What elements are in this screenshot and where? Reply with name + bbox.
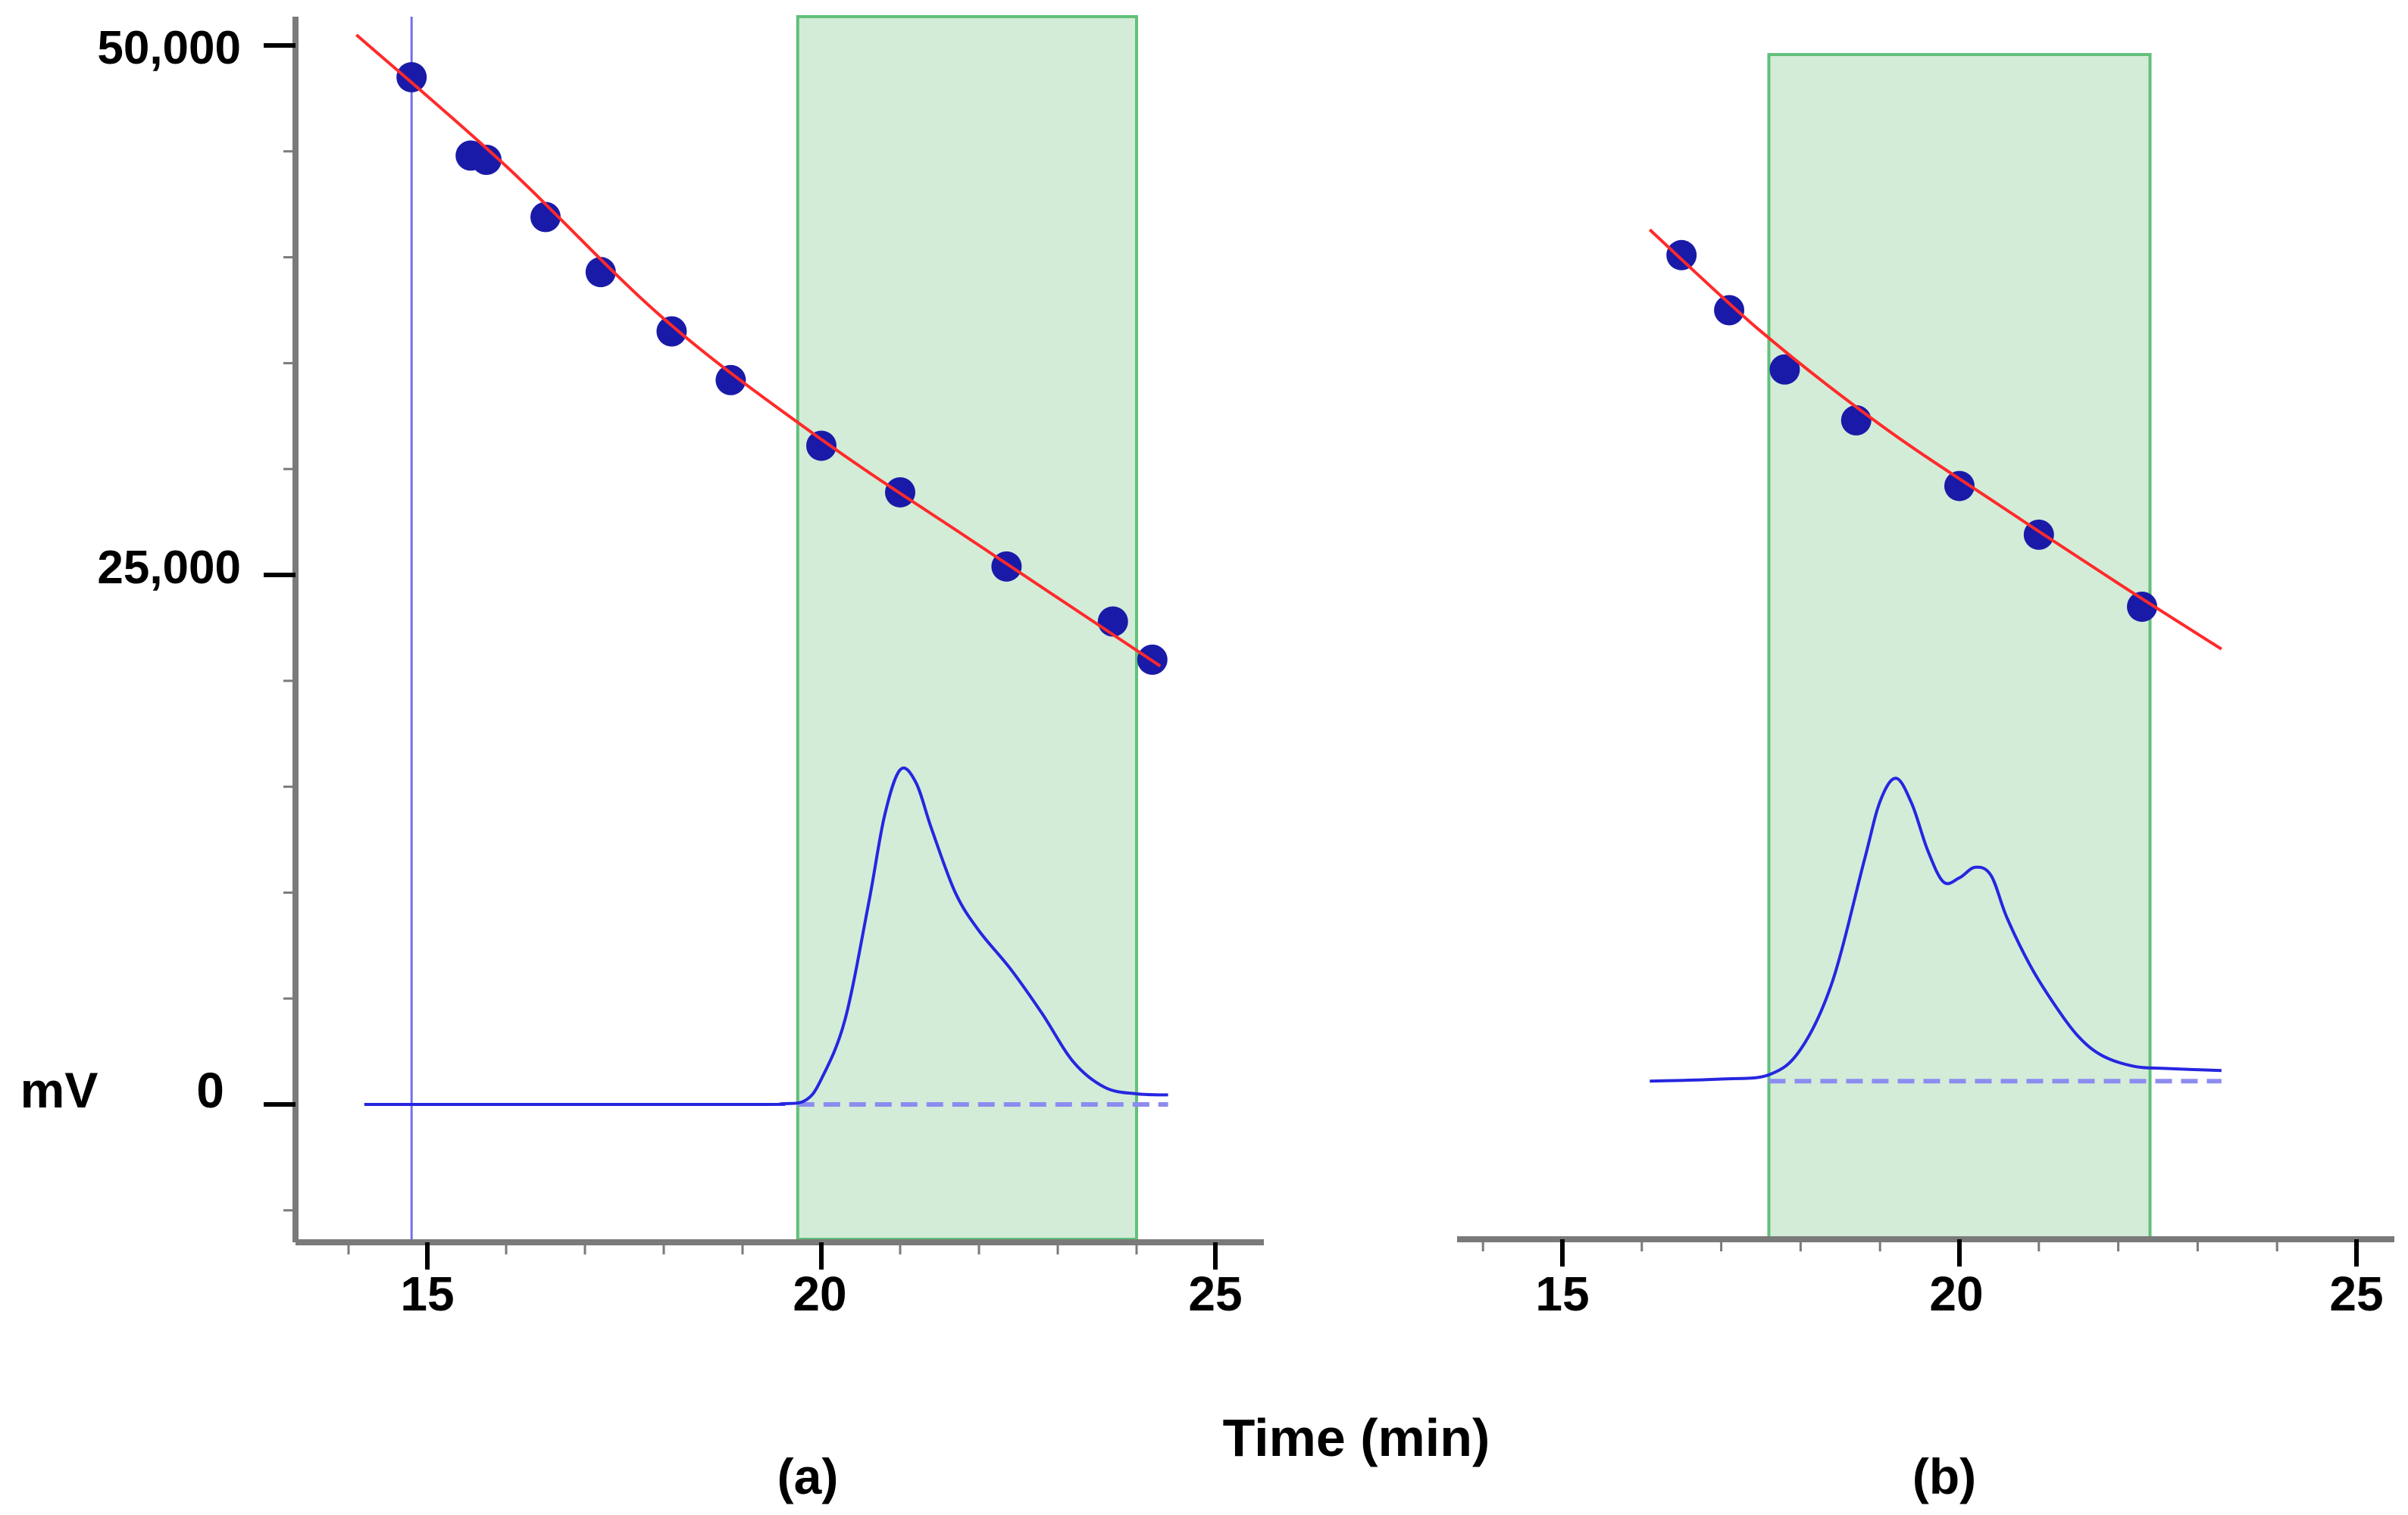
integration-window-1	[1767, 53, 2152, 1241]
x-tick-label-a-25: 25	[1188, 1267, 1242, 1321]
calibration-point	[1666, 239, 1697, 270]
calibration-point	[806, 430, 837, 461]
calibration-point	[471, 144, 502, 175]
calibration-fit-line-1	[1648, 228, 2222, 651]
calibration-point	[2127, 591, 2158, 622]
calibration-point	[585, 257, 616, 288]
x-tick-label-a-20: 20	[793, 1267, 846, 1321]
panel-a	[264, 15, 1264, 1270]
calibration-point	[396, 61, 427, 92]
x-tick-label-a-15: 15	[400, 1267, 454, 1321]
panel-b	[1457, 53, 2394, 1267]
x-tick-label-b-15: 15	[1535, 1267, 1589, 1321]
calibration-point	[1714, 295, 1745, 326]
calibration-point	[1840, 405, 1872, 436]
x-axis-title: Time (min)	[1223, 1408, 1490, 1467]
x-tick-label-b-20: 20	[1929, 1267, 1983, 1321]
y-tick-label-0: 0	[196, 1062, 224, 1118]
calibration-point	[1944, 470, 1975, 501]
chromatogram-trace-1	[1650, 776, 2222, 1083]
panel-label-a: (a)	[777, 1448, 839, 1504]
calibration-point	[530, 201, 561, 233]
x-tick-label-b-25: 25	[2329, 1267, 2383, 1321]
calibration-point	[1769, 354, 1800, 385]
panel-label-b: (b)	[1912, 1448, 1976, 1504]
integration-window-0	[796, 15, 1139, 1241]
y-tick-label-50000: 50,000	[97, 22, 241, 74]
calibration-point	[656, 316, 687, 347]
chromatogram-trace-0	[364, 766, 1168, 1107]
calibration-point	[715, 364, 746, 395]
y-tick-label-25000: 25,000	[97, 542, 241, 594]
calibration-point	[1097, 606, 1128, 637]
y-axis-unit-label: mV	[20, 1062, 99, 1118]
calibration-fit-line-0	[355, 33, 1162, 667]
